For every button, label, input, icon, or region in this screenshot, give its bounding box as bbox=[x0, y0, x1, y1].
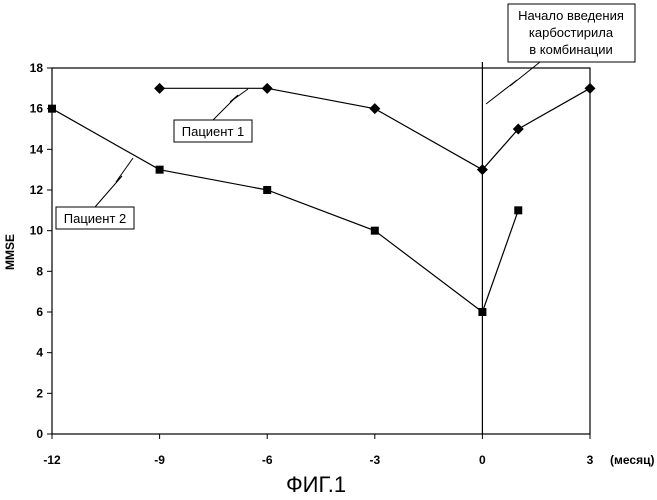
annotation-line-3: в комбинации bbox=[529, 42, 612, 57]
series-2-square-marker bbox=[478, 308, 486, 316]
patient2-callout-label: Пациент 2 bbox=[64, 211, 127, 226]
y-axis-title: MMSE bbox=[3, 234, 17, 270]
series-2-square-marker bbox=[263, 186, 271, 194]
patient1-callout-leader bbox=[213, 89, 248, 120]
series-2-square-marker bbox=[514, 206, 522, 214]
y-tick-label: 2 bbox=[36, 386, 43, 400]
figure-caption: ФИГ.1 bbox=[286, 472, 346, 497]
y-tick-label: 18 bbox=[30, 61, 44, 75]
x-tick-label: -12 bbox=[43, 453, 61, 467]
x-tick-label: 0 bbox=[479, 453, 486, 467]
y-tick-label: 14 bbox=[30, 142, 44, 156]
y-tick-label: 10 bbox=[30, 224, 44, 238]
series-1-diamond-marker bbox=[369, 103, 380, 114]
annotation-line-2: карбостирила bbox=[529, 25, 614, 40]
y-tick-label: 0 bbox=[36, 427, 43, 441]
patient2-callout-leader bbox=[95, 158, 133, 207]
x-tick-label: -3 bbox=[369, 453, 380, 467]
patient1-callout-label: Пациент 1 bbox=[182, 124, 245, 139]
x-tick-label: -6 bbox=[262, 453, 273, 467]
series-2-line bbox=[482, 210, 518, 312]
series-1-line bbox=[482, 88, 590, 169]
annotation-line-1: Начало введения bbox=[518, 8, 624, 23]
series-1-diamond-marker bbox=[262, 83, 273, 94]
series-2-square-marker bbox=[48, 105, 56, 113]
y-tick-label: 4 bbox=[36, 346, 43, 360]
series-1-diamond-marker bbox=[154, 83, 165, 94]
y-tick-label: 12 bbox=[30, 183, 44, 197]
series-1-diamond-marker bbox=[585, 83, 596, 94]
y-tick-label: 8 bbox=[36, 264, 43, 278]
x-tick-label: 3 bbox=[587, 453, 594, 467]
x-axis-unit-label: (месяц) bbox=[610, 453, 654, 467]
series-2-square-marker bbox=[156, 166, 164, 174]
series-2-square-marker bbox=[371, 227, 379, 235]
plot-area-frame bbox=[52, 68, 590, 434]
x-tick-label: -9 bbox=[154, 453, 165, 467]
y-tick-label: 16 bbox=[30, 102, 44, 116]
y-tick-label: 6 bbox=[36, 305, 43, 319]
